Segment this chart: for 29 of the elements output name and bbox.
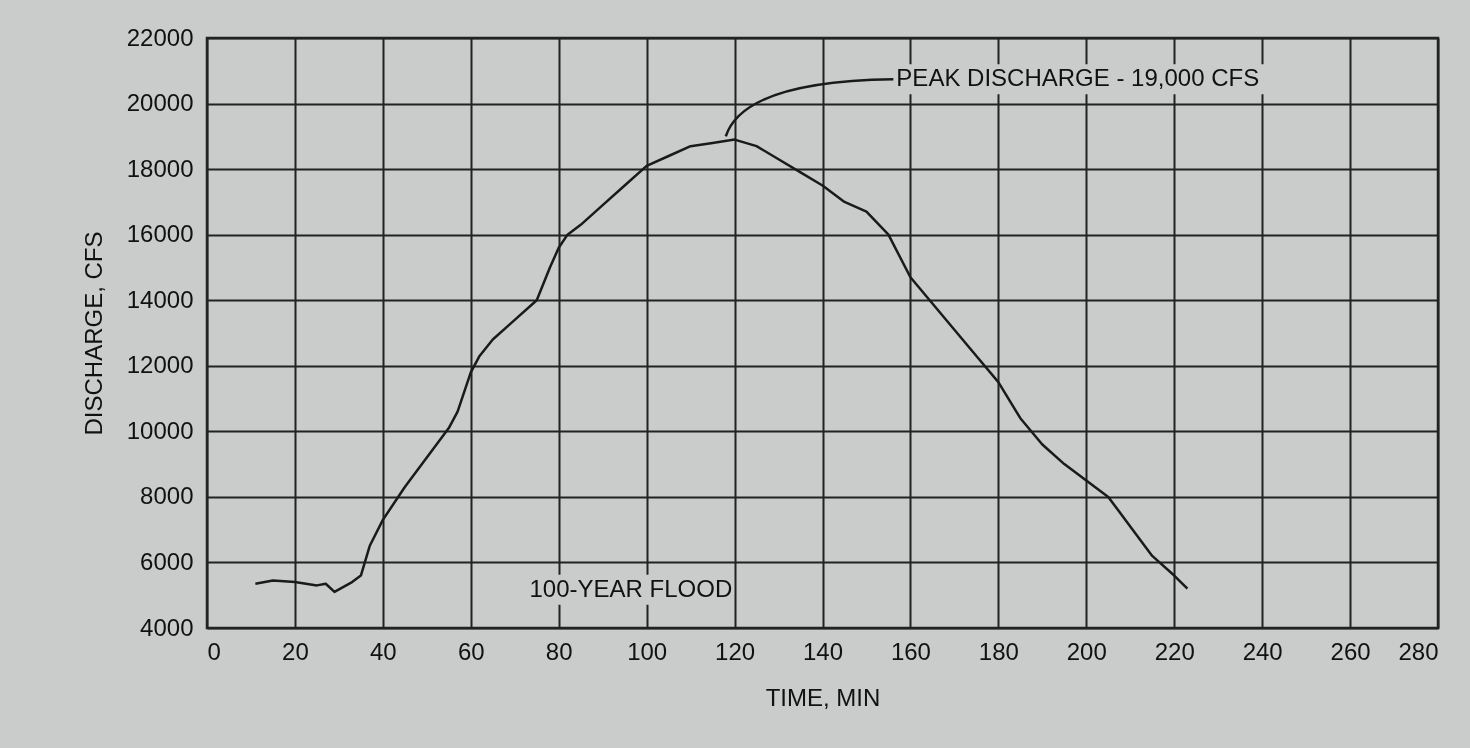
x-tick-label: 80 xyxy=(545,637,573,665)
x-tick-label: 260 xyxy=(1330,637,1371,665)
x-tick-label: 220 xyxy=(1154,637,1195,665)
x-tick-label: 140 xyxy=(802,637,844,665)
x-tick-label: 200 xyxy=(1066,637,1107,665)
y-tick-label: 10000 xyxy=(126,416,194,444)
x-tick-label: 180 xyxy=(978,637,1019,665)
x-tick-label: 0 xyxy=(207,637,221,665)
annotation: PEAK DISCHARGE - 19,000 CFS xyxy=(896,64,1260,92)
x-tick-label: 240 xyxy=(1242,637,1283,665)
x-tick-label: 280 xyxy=(1398,637,1439,665)
x-tick-label: 100 xyxy=(627,637,668,665)
x-tick-label: 120 xyxy=(715,637,756,665)
y-tick-label: 12000 xyxy=(126,351,194,379)
annotation: 100-YEAR FLOOD xyxy=(529,574,733,602)
y-tick-label: 18000 xyxy=(126,154,194,182)
y-tick-label: 20000 xyxy=(126,89,194,117)
x-tick-label: 60 xyxy=(457,637,485,665)
x-axis-title: TIME, MIN xyxy=(765,683,881,711)
x-tick-label: 40 xyxy=(370,637,397,665)
y-tick-label: 6000 xyxy=(140,547,194,575)
y-tick-label: 22000 xyxy=(126,23,194,51)
y-tick-label: 4000 xyxy=(140,613,194,641)
x-tick-label: 20 xyxy=(282,637,309,665)
y-tick-label: 14000 xyxy=(126,285,194,313)
x-tick-label: 160 xyxy=(890,637,931,665)
y-tick-label: 16000 xyxy=(126,220,194,248)
y-tick-label: 8000 xyxy=(140,482,194,510)
y-axis-title: DISCHARGE, CFS xyxy=(79,231,107,436)
